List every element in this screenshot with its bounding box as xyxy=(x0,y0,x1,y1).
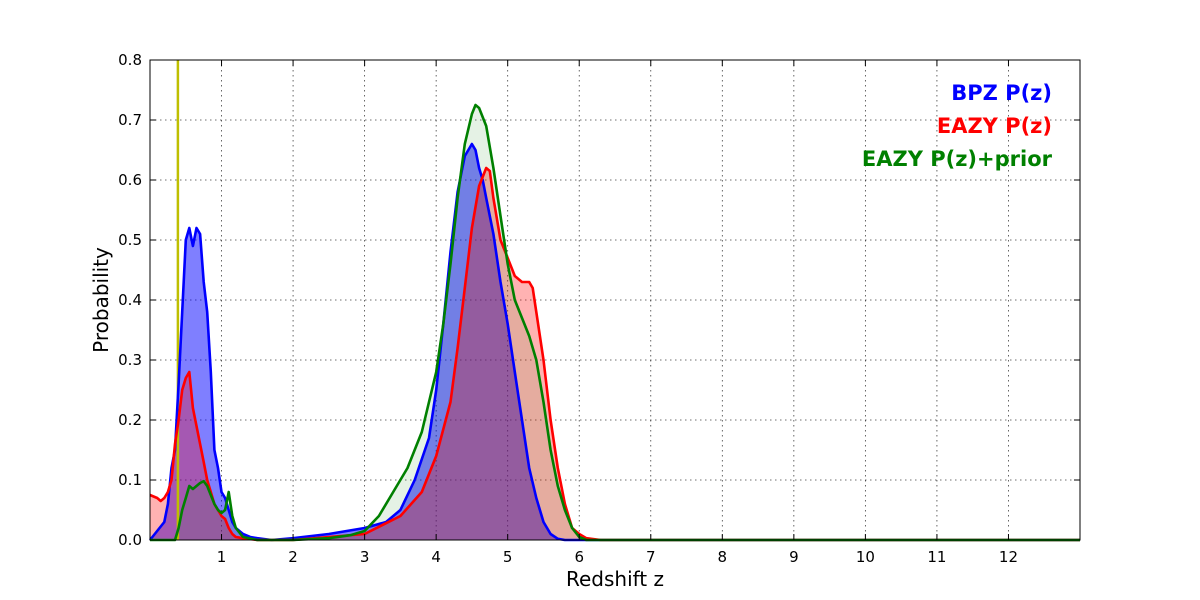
series-line-eazy-p-z-prior xyxy=(150,103,1080,542)
legend-entry-eazy-prior: EAZY P(z)+prior xyxy=(862,147,1053,171)
y-tick-label: 0.4 xyxy=(118,291,142,309)
x-axis-label: Redshift z xyxy=(566,567,664,591)
x-tick-label: 5 xyxy=(503,548,513,566)
x-tick-label: 4 xyxy=(431,548,441,566)
series-line-bpz-p-z xyxy=(148,142,1080,542)
x-tick-label: 7 xyxy=(646,548,656,566)
y-tick-label: 0.5 xyxy=(118,231,142,249)
y-tick-label: 0.6 xyxy=(118,171,142,189)
x-tick-label: 9 xyxy=(789,548,799,566)
y-tick-label: 0.8 xyxy=(118,51,142,69)
series-line-eazy-p-z xyxy=(149,166,1080,542)
x-tick-label: 2 xyxy=(288,548,298,566)
series-fill-bpz-p-z xyxy=(150,144,1080,540)
grid-layer xyxy=(150,60,1080,540)
y-tick-label: 0.0 xyxy=(118,531,142,549)
x-tick-label: 8 xyxy=(718,548,728,566)
y-tick-label: 0.1 xyxy=(118,471,142,489)
y-tick-label: 0.7 xyxy=(118,111,142,129)
y-tick-label: 0.2 xyxy=(118,411,142,429)
y-tick-label: 0.3 xyxy=(118,351,142,369)
x-tick-label: 11 xyxy=(927,548,946,566)
x-tick-label: 12 xyxy=(999,548,1018,566)
legend-entry-eazy: EAZY P(z) xyxy=(937,114,1052,138)
axis-ticks: 1 2 3 4 5 6 7 8 9 10 11 120.00.10.20.30.40.50.60.70… xyxy=(118,51,1080,566)
series-fill-eazy-p-z xyxy=(150,168,1080,540)
y-axis-label: Probability xyxy=(89,247,113,353)
axis-labels-layer: Redshift z Probability xyxy=(89,247,664,591)
x-tick-label: 3 xyxy=(360,548,370,566)
legend-entry-bpz: BPZ P(z) xyxy=(951,81,1052,105)
x-tick-label: 1 xyxy=(217,548,227,566)
legend: BPZ P(z) EAZY P(z) EAZY P(z)+prior xyxy=(862,81,1053,171)
x-tick-label: 6 xyxy=(574,548,584,566)
x-tick-label: 10 xyxy=(856,548,875,566)
